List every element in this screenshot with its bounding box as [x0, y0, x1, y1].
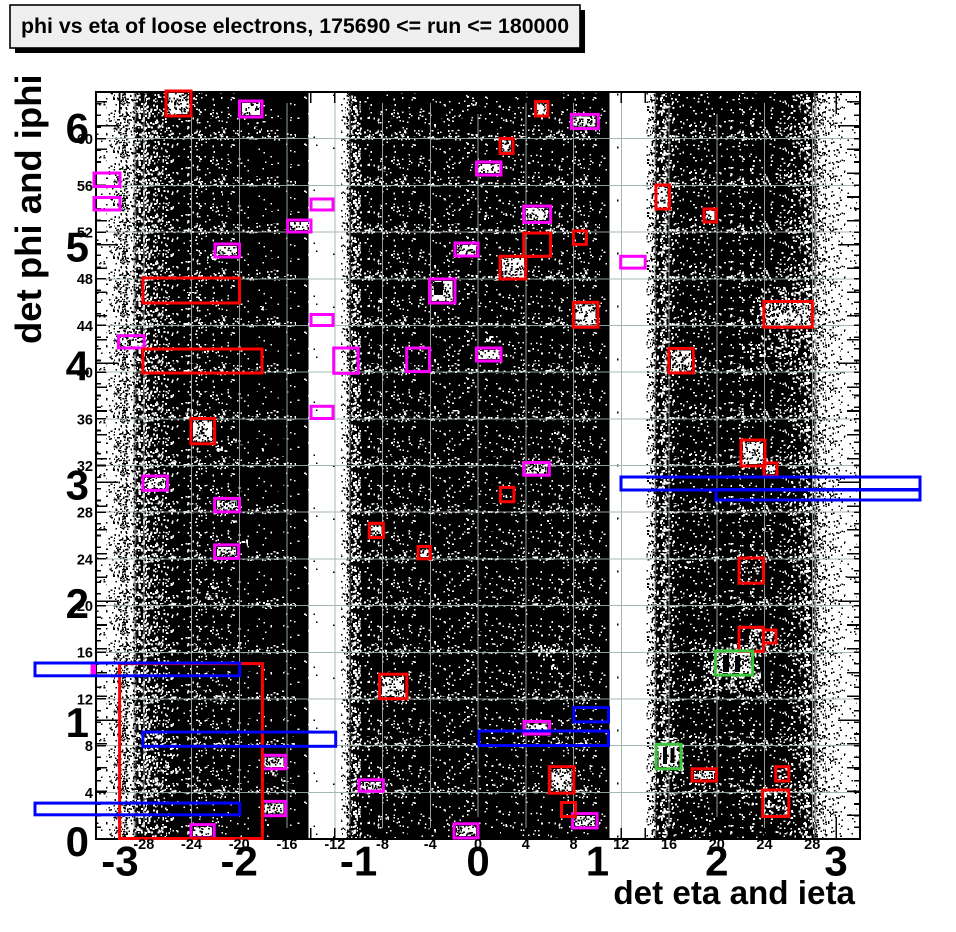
svg-text:-24: -24: [181, 837, 202, 853]
svg-text:16: 16: [661, 837, 677, 853]
svg-text:-1: -1: [340, 838, 377, 885]
svg-text:16: 16: [77, 646, 93, 662]
svg-text:28: 28: [77, 506, 93, 522]
svg-text:-28: -28: [133, 837, 154, 853]
svg-text:24: 24: [756, 837, 772, 853]
svg-text:36: 36: [77, 412, 93, 428]
svg-text:24: 24: [77, 552, 93, 568]
svg-text:det phi and iphi: det phi and iphi: [8, 74, 49, 344]
svg-text:4: 4: [522, 837, 530, 853]
svg-text:0: 0: [474, 837, 482, 853]
svg-text:2: 2: [705, 838, 728, 885]
svg-text:1: 1: [586, 838, 609, 885]
svg-text:-4: -4: [424, 837, 437, 853]
svg-text:28: 28: [804, 837, 820, 853]
svg-text:-2: -2: [221, 838, 258, 885]
svg-text:44: 44: [77, 319, 93, 335]
svg-text:12: 12: [77, 692, 93, 708]
svg-text:56: 56: [77, 179, 93, 195]
svg-text:20: 20: [709, 837, 725, 853]
svg-text:-16: -16: [277, 837, 298, 853]
svg-text:40: 40: [77, 366, 93, 382]
svg-text:3: 3: [824, 838, 847, 885]
svg-text:32: 32: [77, 459, 93, 475]
svg-text:3: 3: [66, 461, 89, 508]
svg-text:20: 20: [77, 599, 93, 615]
svg-text:5: 5: [66, 224, 89, 271]
svg-text:6: 6: [66, 105, 89, 152]
svg-text:4: 4: [66, 342, 90, 389]
svg-text:8: 8: [569, 837, 577, 853]
svg-text:-12: -12: [324, 837, 345, 853]
svg-text:-20: -20: [229, 837, 250, 853]
svg-text:-3: -3: [101, 838, 138, 885]
svg-text:4: 4: [85, 786, 93, 802]
svg-text:phi vs eta of loose electrons,: phi vs eta of loose electrons, 175690 <=…: [21, 14, 569, 38]
svg-text:2: 2: [66, 580, 89, 627]
svg-text:8: 8: [85, 739, 93, 755]
svg-text:52: 52: [77, 226, 93, 242]
svg-text:48: 48: [77, 272, 93, 288]
svg-text:0: 0: [466, 838, 489, 885]
svg-text:-8: -8: [376, 837, 389, 853]
svg-text:0: 0: [66, 818, 89, 865]
svg-text:60: 60: [77, 132, 93, 148]
svg-text:1: 1: [66, 699, 89, 746]
svg-text:det eta and ieta: det eta and ieta: [613, 875, 855, 912]
svg-text:12: 12: [613, 837, 629, 853]
